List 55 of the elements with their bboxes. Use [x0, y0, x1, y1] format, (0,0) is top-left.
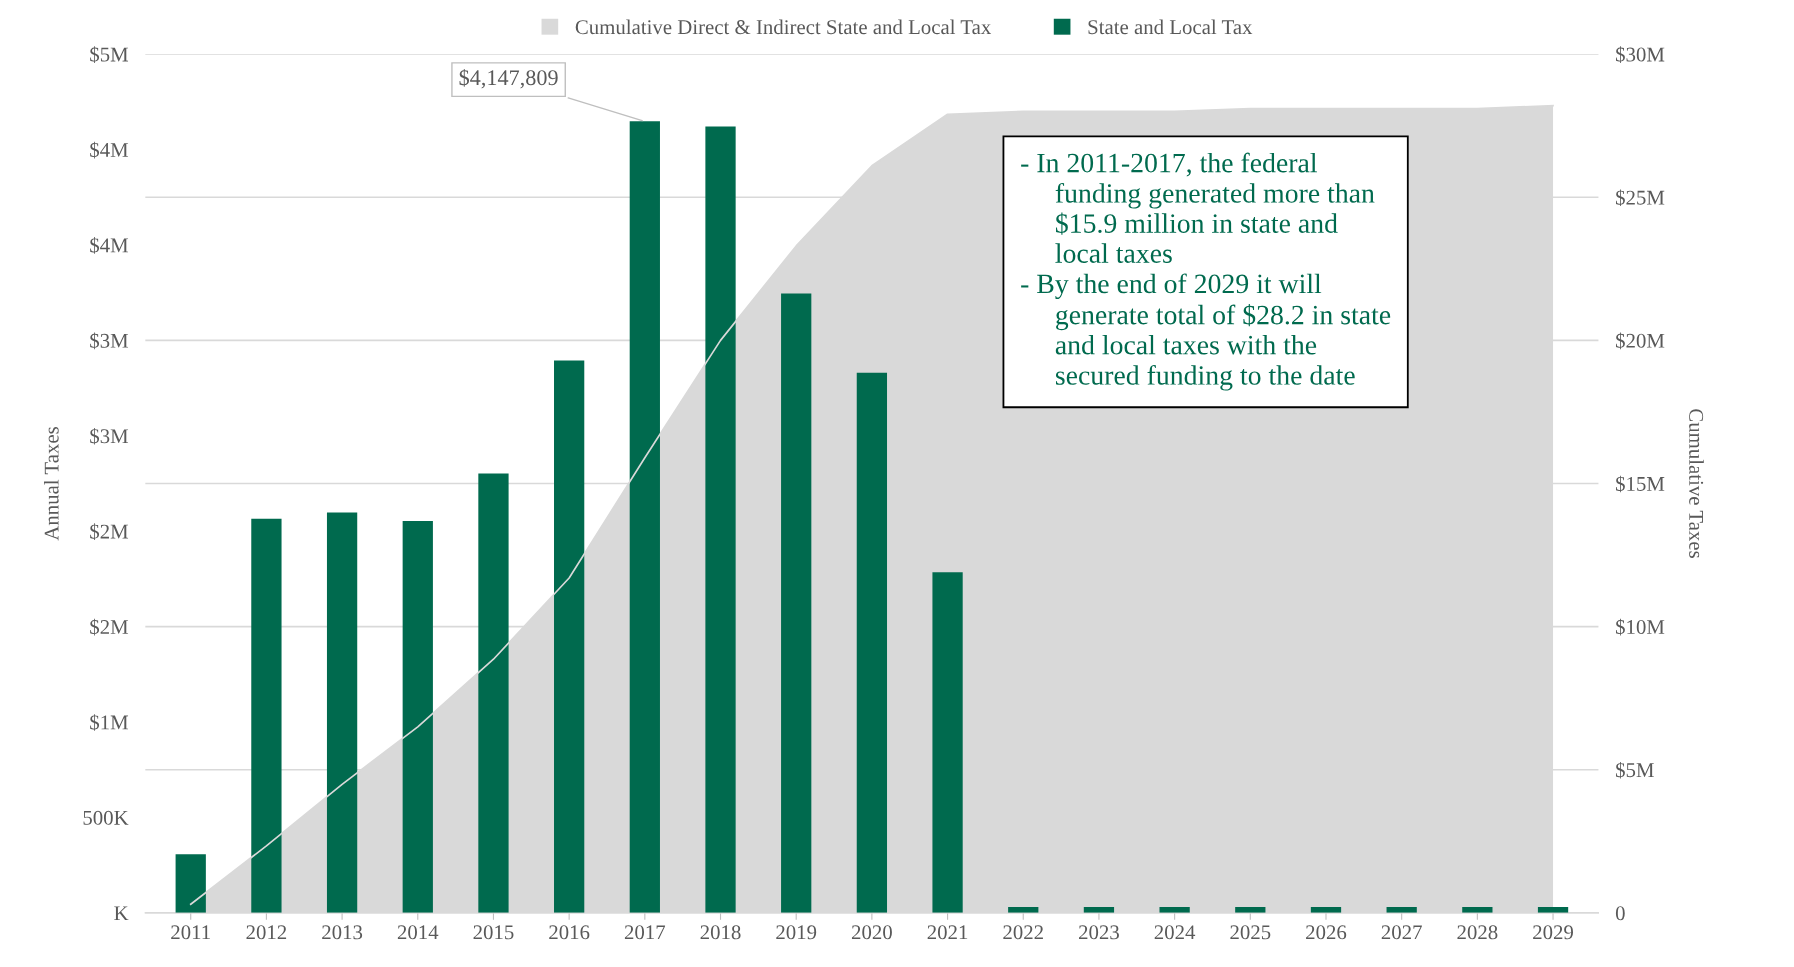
bar — [175, 854, 206, 913]
x-tick-label: 2015 — [473, 925, 514, 940]
bar — [705, 126, 736, 913]
y-tick-label: $3M — [90, 332, 129, 350]
bar — [478, 473, 509, 913]
x-tick-label: 2020 — [851, 925, 892, 940]
bar — [402, 521, 433, 913]
y2-tick-label: $30M — [1616, 46, 1665, 63]
x-tick-label: 2014 — [397, 925, 439, 940]
x-tick-label: 2028 — [1457, 925, 1498, 940]
bar — [326, 512, 358, 913]
x-tick-label: 2013 — [322, 925, 363, 940]
x-tick-label: 2019 — [776, 925, 817, 940]
x-tick-label: 2022 — [1003, 925, 1043, 940]
y-tick-label: $2M — [90, 523, 129, 541]
bar — [932, 572, 963, 913]
y-tick-label: $4M — [90, 141, 129, 159]
bar — [251, 518, 282, 913]
x-tick-label: 2018 — [700, 925, 741, 940]
x-tick-label: 2025 — [1230, 925, 1271, 940]
y-tick-label: K — [114, 906, 129, 921]
annotation: $4,147,809 — [459, 68, 558, 89]
bar — [781, 293, 812, 913]
y2-tick-label: $20M — [1616, 332, 1665, 350]
y-tick-label: $4M — [90, 237, 129, 254]
legend-label: State and Local Tax — [1088, 19, 1253, 35]
y2-tick-label: $5M — [1616, 761, 1654, 779]
bar — [629, 121, 660, 913]
y2-axis-title: Cumulative Taxes — [1689, 409, 1704, 558]
y2-tick-label: $10M — [1616, 618, 1665, 636]
x-tick-label: 2012 — [246, 925, 287, 940]
y2-tick-label: $15M — [1616, 475, 1665, 493]
x-tick-label: 2029 — [1533, 925, 1574, 940]
y-tick-label: 500K — [83, 810, 129, 825]
bar — [554, 360, 585, 913]
x-tick-label: 2021 — [927, 925, 968, 940]
y-tick-label: $3M — [90, 427, 129, 445]
x-tick-label: 2026 — [1306, 925, 1347, 940]
bar — [856, 372, 888, 913]
y-tick-label: $1M — [90, 714, 129, 731]
bar — [1159, 907, 1190, 913]
y-tick-label: $2M — [90, 618, 129, 636]
x-tick-label: 2016 — [549, 925, 590, 940]
y-tick-label: $5M — [90, 46, 129, 63]
y2-tick-label: $25M — [1616, 189, 1665, 207]
x-tick-label: 2017 — [624, 925, 666, 940]
y2-tick-label: 0 — [1615, 906, 1625, 921]
x-tick-label: 2027 — [1381, 925, 1422, 940]
annotation: - By the end of 2029 it will generate total of $28.2 in state and local taxes with the secured funding to the date — [1021, 273, 1391, 391]
x-tick-label: 2011 — [171, 925, 210, 940]
x-tick-label: 2023 — [1079, 925, 1119, 940]
annotation: - In 2011-2017, the federal funding generated more than $15.9 million in state and local taxes — [1021, 152, 1375, 263]
legend-label: Cumulative Direct & Indirect State and Local Tax — [575, 19, 992, 35]
x-tick-label: 2024 — [1154, 925, 1196, 940]
y-axis-title: Annual Taxes — [44, 427, 59, 541]
